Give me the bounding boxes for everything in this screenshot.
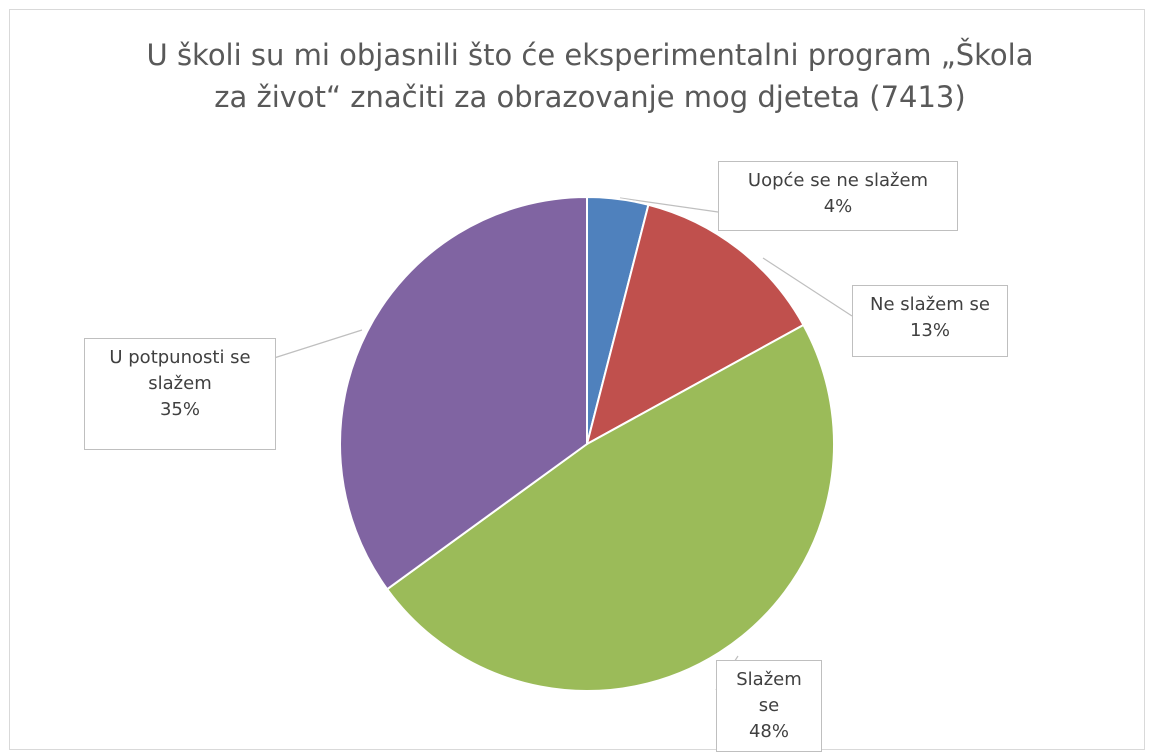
data-label: Uopće se ne slažem 4%: [718, 161, 958, 231]
label-name: Slažem se: [736, 669, 802, 716]
label-name: Uopće se ne slažem: [747, 170, 929, 191]
label-value: 13%: [909, 320, 950, 341]
label-value: 35%: [159, 399, 200, 420]
data-label: Slažem se 48%: [716, 660, 822, 752]
chart-title: U školi su mi objasnili što će eksperime…: [146, 38, 1034, 114]
pie-slice: [339, 195, 588, 591]
leader-line: [619, 197, 719, 213]
data-label: Ne slažem se 13%: [852, 285, 1008, 357]
label-value: 48%: [748, 721, 789, 742]
pie-slice: [585, 203, 805, 446]
label-name: Ne slažem se: [870, 294, 990, 315]
label-name: U potpunosti se slažem: [109, 347, 251, 394]
leader-line: [762, 257, 853, 317]
pie-slice: [385, 323, 835, 692]
label-value: 4%: [823, 196, 853, 217]
leader-line: [273, 329, 363, 359]
chart-frame: [9, 9, 1145, 750]
data-label: U potpunosti se slažem 35%: [84, 338, 276, 450]
